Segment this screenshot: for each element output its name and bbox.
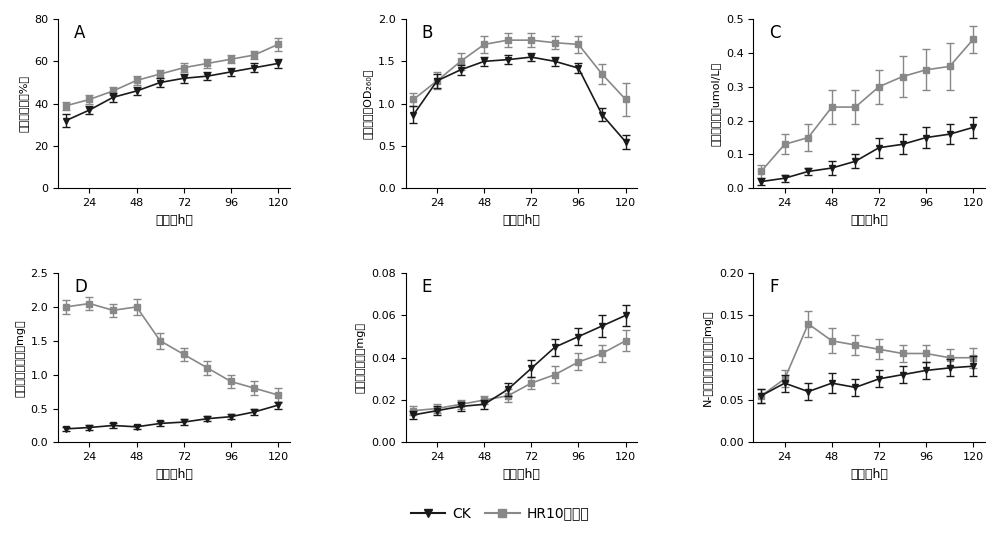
Text: E: E [422,278,432,296]
Y-axis label: 可溦性蛋白含量（mg）: 可溦性蛋白含量（mg） [15,319,25,397]
Y-axis label: N-乙酰葡萄糖胺含量（mg）: N-乙酰葡萄糖胺含量（mg） [703,310,713,406]
Y-axis label: 还原性糖含量（mg）: 还原性糖含量（mg） [356,322,366,393]
Y-axis label: 丙二醇含量（umol/L）: 丙二醇含量（umol/L） [710,61,720,146]
Text: F: F [769,278,779,296]
Text: A: A [74,24,86,42]
Y-axis label: 核酸外渗（OD₂₆₀）: 核酸外渗（OD₂₆₀） [363,69,373,139]
X-axis label: 时间（h）: 时间（h） [503,467,540,481]
Text: C: C [769,24,781,42]
Text: D: D [74,278,87,296]
Text: B: B [422,24,433,42]
Y-axis label: 相对电导率（%）: 相对电导率（%） [19,75,29,132]
X-axis label: 时间（h）: 时间（h） [155,467,193,481]
X-axis label: 时间（h）: 时间（h） [850,214,888,227]
X-axis label: 时间（h）: 时间（h） [155,214,193,227]
X-axis label: 时间（h）: 时间（h） [850,467,888,481]
Legend: CK, HR10发酵液: CK, HR10发酵液 [405,501,595,526]
X-axis label: 时间（h）: 时间（h） [503,214,540,227]
